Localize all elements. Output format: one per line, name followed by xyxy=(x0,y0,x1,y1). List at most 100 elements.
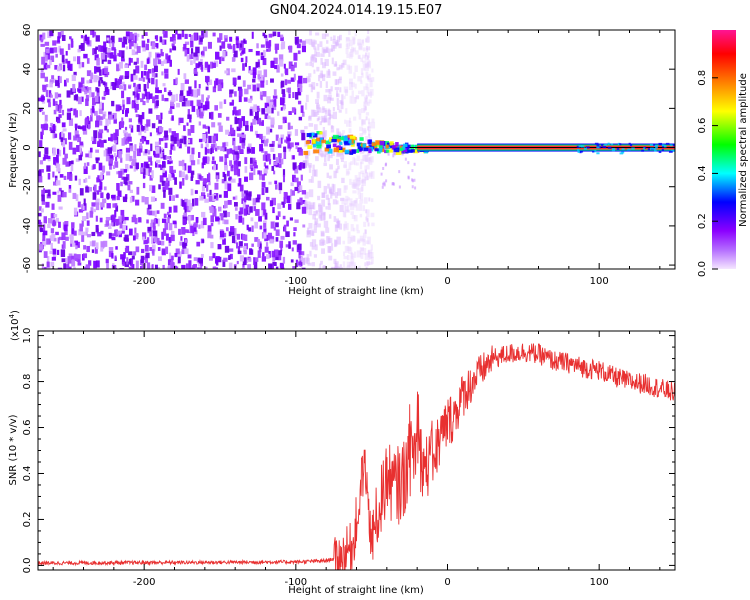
spectrogram-cell xyxy=(204,198,209,203)
spectrogram-cell xyxy=(170,234,175,242)
spectrogram-cell xyxy=(353,227,356,232)
spectrogram-signal-cell xyxy=(631,147,635,150)
spectrogram-cell xyxy=(57,75,61,84)
spectrogram-cell xyxy=(183,212,188,218)
spectrogram-cell xyxy=(243,208,248,216)
spectrogram-cell xyxy=(321,199,326,207)
spectrogram-cell xyxy=(229,253,233,260)
spectrogram-cell xyxy=(305,62,309,66)
spectrogram-cell xyxy=(299,162,302,171)
spectrogram-signal-cell xyxy=(596,152,600,155)
spectrogram-cell xyxy=(265,80,269,86)
spectrogram-cell xyxy=(207,126,210,134)
spectrogram-cell xyxy=(234,50,238,58)
spectrogram-cell xyxy=(226,148,230,155)
spectrogram-cell xyxy=(142,100,146,106)
spectrogram-signal-cell xyxy=(661,148,664,151)
spectrogram-cell xyxy=(90,114,93,122)
spectrogram-cell xyxy=(145,91,150,100)
spectrogram-cell xyxy=(353,215,358,222)
spectrogram-cell xyxy=(58,104,63,109)
spectrogram-cell xyxy=(314,58,318,63)
spectrogram-cell xyxy=(223,210,228,218)
spectrogram-signal-cell xyxy=(341,147,346,153)
spectrogram-cell xyxy=(325,206,328,210)
spectrogram-cell xyxy=(356,155,360,162)
spectrogram-cell xyxy=(156,210,160,214)
spectrogram-cell xyxy=(119,75,124,80)
spectrogram-cell xyxy=(216,146,220,150)
spectrogram-cell xyxy=(294,36,299,44)
spectrogram-signal-cell xyxy=(596,144,600,147)
spectrogram-cell xyxy=(357,38,362,45)
spectrogram-cell xyxy=(224,219,229,225)
spectrogram-cell xyxy=(46,261,50,268)
spectrogram-cell xyxy=(366,75,369,80)
spectrogram-signal-cell xyxy=(344,149,350,154)
spectrogram-signal-cell xyxy=(579,151,582,154)
spectrogram-cell xyxy=(361,39,365,44)
spectrogram-cell xyxy=(162,30,165,35)
spectrogram-cell xyxy=(327,236,331,244)
spectrogram-cell xyxy=(46,238,51,245)
spectrogram-cell xyxy=(250,249,254,255)
spectrogram-cell xyxy=(344,245,349,253)
spectrogram-cell xyxy=(99,69,102,76)
spectrogram-cell xyxy=(367,222,370,227)
spectrogram-cell xyxy=(48,60,52,66)
spectrogram-cell xyxy=(179,138,184,144)
spectrogram-cell xyxy=(314,244,318,251)
spectrogram-cell xyxy=(57,237,60,244)
spectrogram-cell xyxy=(56,249,60,255)
spectrogram-cell xyxy=(358,54,361,60)
spectrogram-cell xyxy=(95,215,98,222)
spectrogram-cell xyxy=(312,164,315,171)
spectrogram-cell xyxy=(51,256,56,261)
spectrogram-cell xyxy=(47,224,51,229)
spectrogram-signal-cell xyxy=(391,145,396,149)
spectrogram-cell xyxy=(59,48,64,55)
spectrogram-cell xyxy=(332,38,336,44)
spectrogram-signal-cell xyxy=(665,142,670,145)
spectrogram-cell xyxy=(92,192,97,200)
spectrogram-signal-cell xyxy=(399,147,404,152)
spectrogram-cell xyxy=(43,216,47,224)
spectrogram-cell xyxy=(292,162,297,169)
spectrogram-cell xyxy=(294,186,298,191)
spectrogram-cell xyxy=(102,68,106,72)
spectrogram-cell xyxy=(112,83,115,89)
spectrogram-cell xyxy=(348,65,353,74)
spectrogram-cell xyxy=(328,88,332,95)
spectrogram-cell xyxy=(61,109,65,116)
spectrogram-cell xyxy=(188,203,193,211)
spectrogram-cell xyxy=(356,224,359,231)
spectrogram-cell xyxy=(69,63,73,71)
spectrogram-cell xyxy=(98,77,103,84)
spectrogram-cell xyxy=(352,37,356,44)
spectrogram-cell xyxy=(256,84,260,92)
spectrogram-cell xyxy=(91,92,95,98)
spectrogram-cell xyxy=(168,55,171,61)
spectrogram-cell xyxy=(83,53,88,59)
spectrogram-cell xyxy=(184,209,187,216)
spectrogram-cell xyxy=(100,192,104,199)
spectrogram-cell xyxy=(234,207,238,211)
spectrogram-cell xyxy=(147,237,150,244)
spectrogram-cell xyxy=(168,222,173,231)
spectrogram-cell xyxy=(90,30,95,36)
spectrogram-cell xyxy=(202,133,206,142)
spectrogram-cell xyxy=(367,59,371,67)
spectrogram-cell xyxy=(224,245,230,253)
spectrogram-cell xyxy=(222,219,226,225)
spectrogram-cell xyxy=(53,109,57,115)
spectrogram-cell xyxy=(352,47,357,52)
spectrogram-cell xyxy=(275,215,279,220)
spectrogram-cell xyxy=(260,80,265,88)
spectrogram-cell xyxy=(279,262,284,268)
spectrogram-cell xyxy=(39,169,42,177)
spectrogram-cell xyxy=(111,47,116,51)
spectrogram-cell xyxy=(216,175,219,182)
spectrogram-cell xyxy=(254,237,259,242)
spectrogram-cell xyxy=(102,114,106,119)
spectrogram-cell xyxy=(64,220,69,227)
